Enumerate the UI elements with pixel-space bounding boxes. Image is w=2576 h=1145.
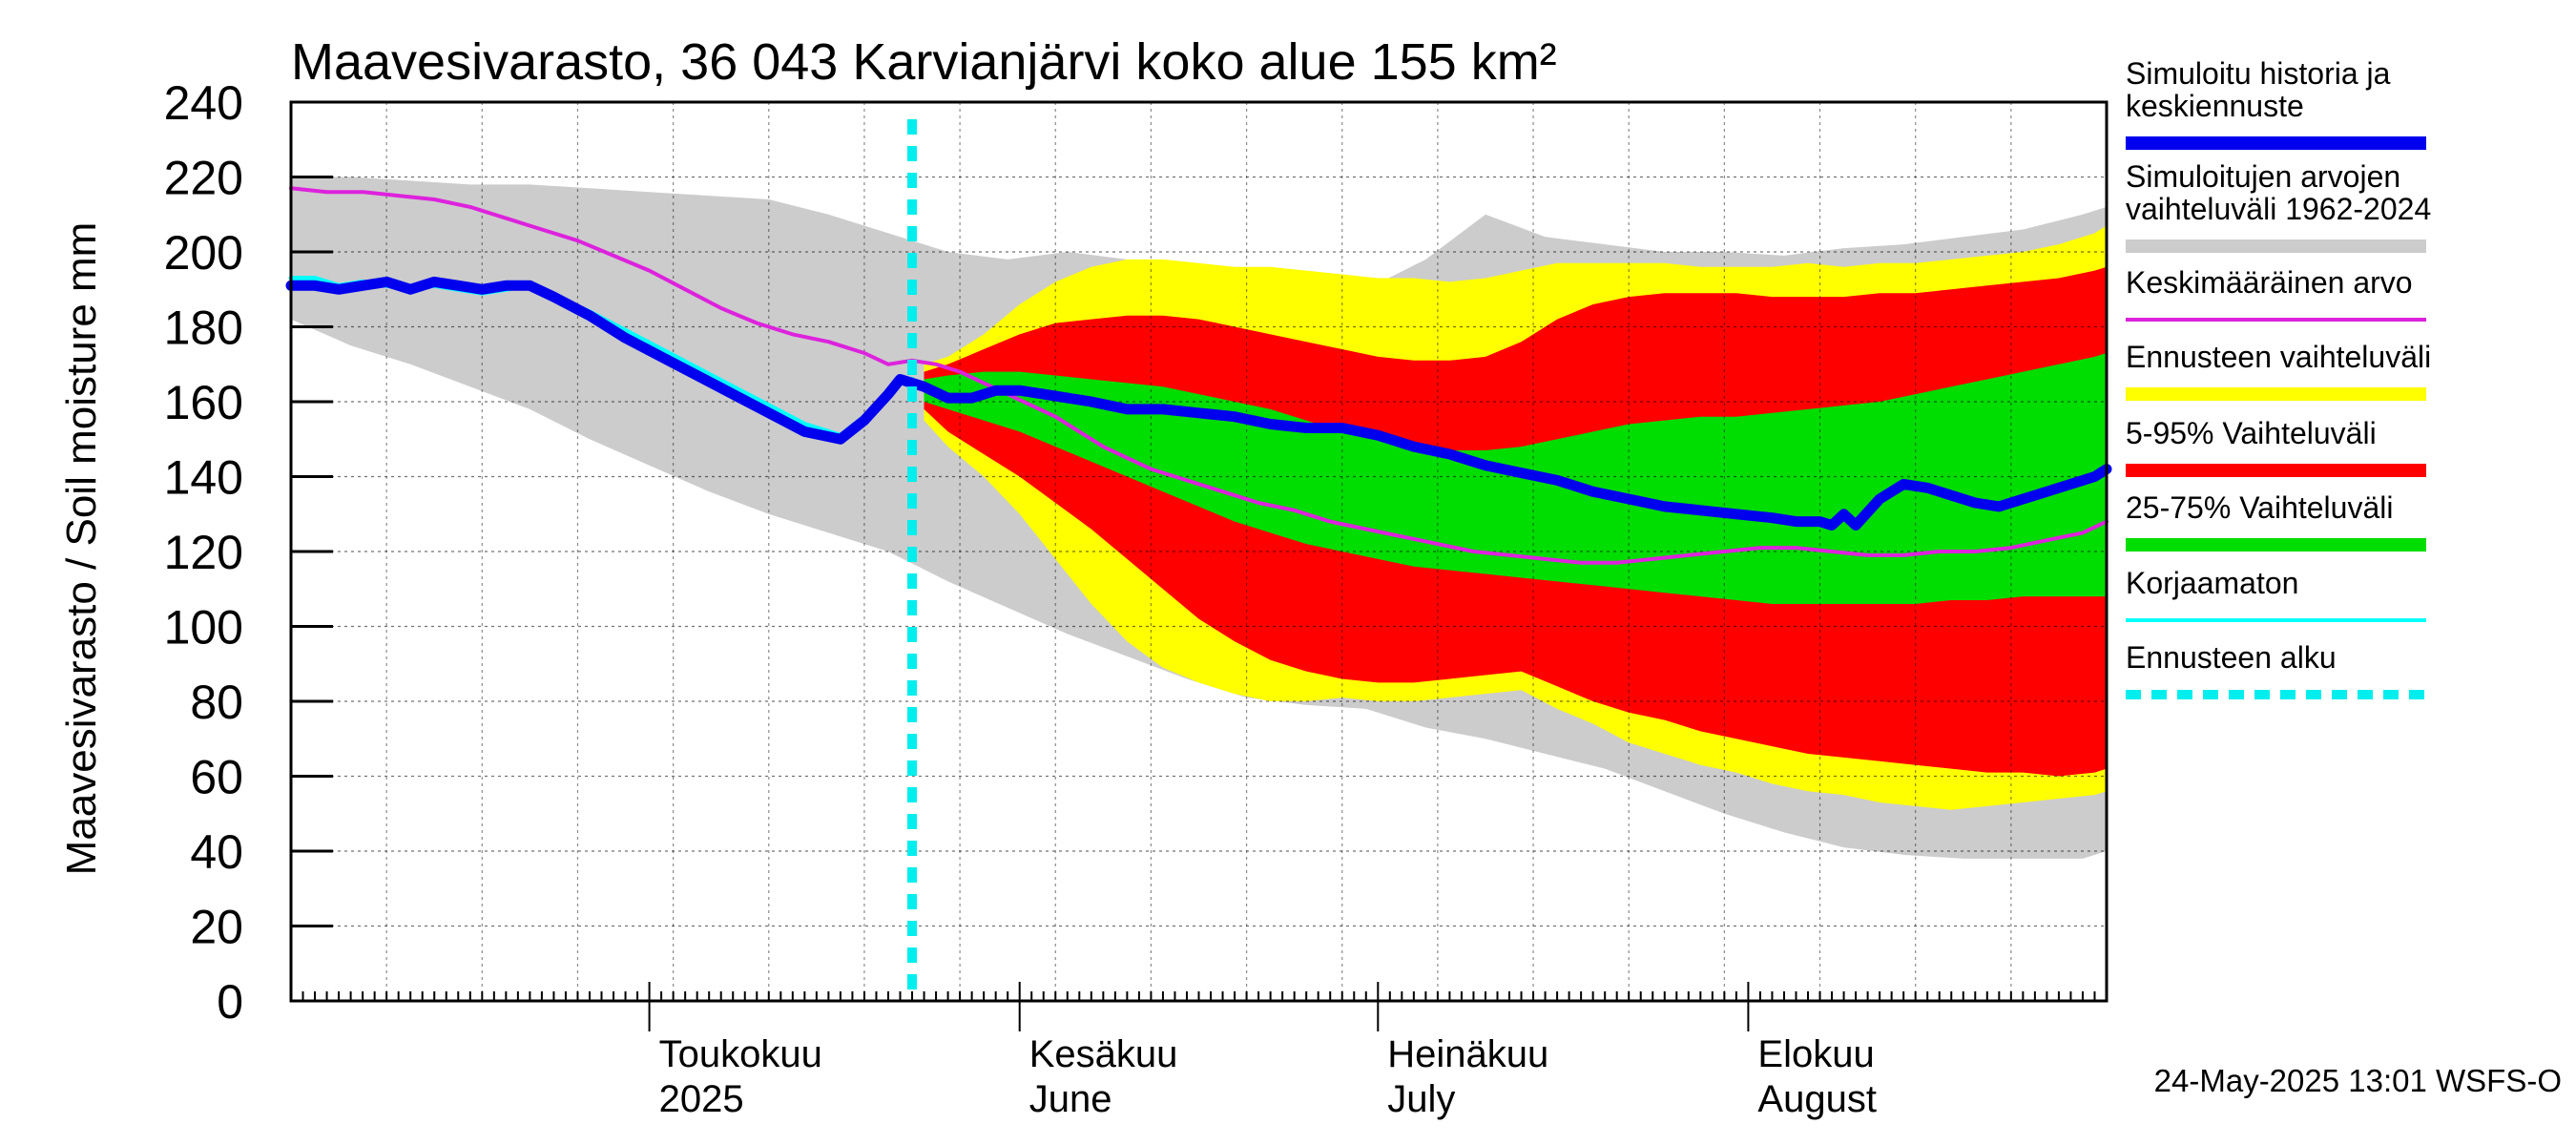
y-tick-label: 240 xyxy=(164,76,243,130)
y-tick-label: 20 xyxy=(190,901,243,954)
footer-timestamp: 24-May-2025 13:01 WSFS-O xyxy=(2154,1063,2562,1098)
y-tick-label: 200 xyxy=(164,226,243,280)
grid xyxy=(291,102,2107,1001)
legend-label: Simuloitujen arvojen xyxy=(2126,159,2400,194)
month-label-fi: Kesäkuu xyxy=(1029,1033,1178,1075)
month-label-en: August xyxy=(1757,1078,1877,1120)
legend-label: 25-75% Vaihteluväli xyxy=(2126,490,2393,525)
series-line-main xyxy=(285,276,2112,531)
month-label-fi: Elokuu xyxy=(1757,1033,1874,1075)
axes xyxy=(289,100,2109,1003)
legend-label: Keskimääräinen arvo xyxy=(2126,265,2413,300)
y-tick-label: 140 xyxy=(164,451,243,505)
y-tick-label: 100 xyxy=(164,601,243,655)
legend-label: vaihteluväli 1962-2024 xyxy=(2126,192,2431,226)
y-tick-label: 220 xyxy=(164,152,243,205)
chart-title: Maavesivarasto, 36 043 Karvianjärvi koko… xyxy=(291,33,1557,91)
y-tick-label: 160 xyxy=(164,376,243,429)
month-label-en: 2025 xyxy=(659,1078,744,1120)
legend-label: Ennusteen alku xyxy=(2126,640,2337,675)
y-tick-labels: 0 20 40 60 80 100 120 140 160 180 200 220 240 xyxy=(164,76,243,1029)
legend-label: 5-95% Vaihteluväli xyxy=(2126,416,2377,450)
y-tick-label: 0 xyxy=(217,975,243,1029)
month-label-fi: Heinäkuu xyxy=(1387,1033,1548,1075)
y-tick-label: 120 xyxy=(164,526,243,579)
month-label-en: June xyxy=(1029,1078,1112,1120)
legend-label: Simuloitu historia ja xyxy=(2126,56,2391,91)
series-line-mean xyxy=(289,186,2109,565)
y-axis-label: Maavesivarasto / Soil moisture mm xyxy=(58,222,105,876)
y-tick-label: 40 xyxy=(190,825,243,879)
legend-label: Korjaamaton xyxy=(2126,566,2298,600)
legend-label: keskiennuste xyxy=(2126,89,2304,123)
series-lines xyxy=(285,186,2112,565)
plot-area xyxy=(285,100,2112,1003)
y-tick-label: 80 xyxy=(190,676,243,729)
month-label-fi: Toukokuu xyxy=(659,1033,822,1075)
legend-label: Ennusteen vaihteluväli xyxy=(2126,340,2431,374)
y-tick-label: 60 xyxy=(190,751,243,804)
y-tick-label: 180 xyxy=(164,302,243,355)
month-label-en: July xyxy=(1387,1078,1455,1120)
